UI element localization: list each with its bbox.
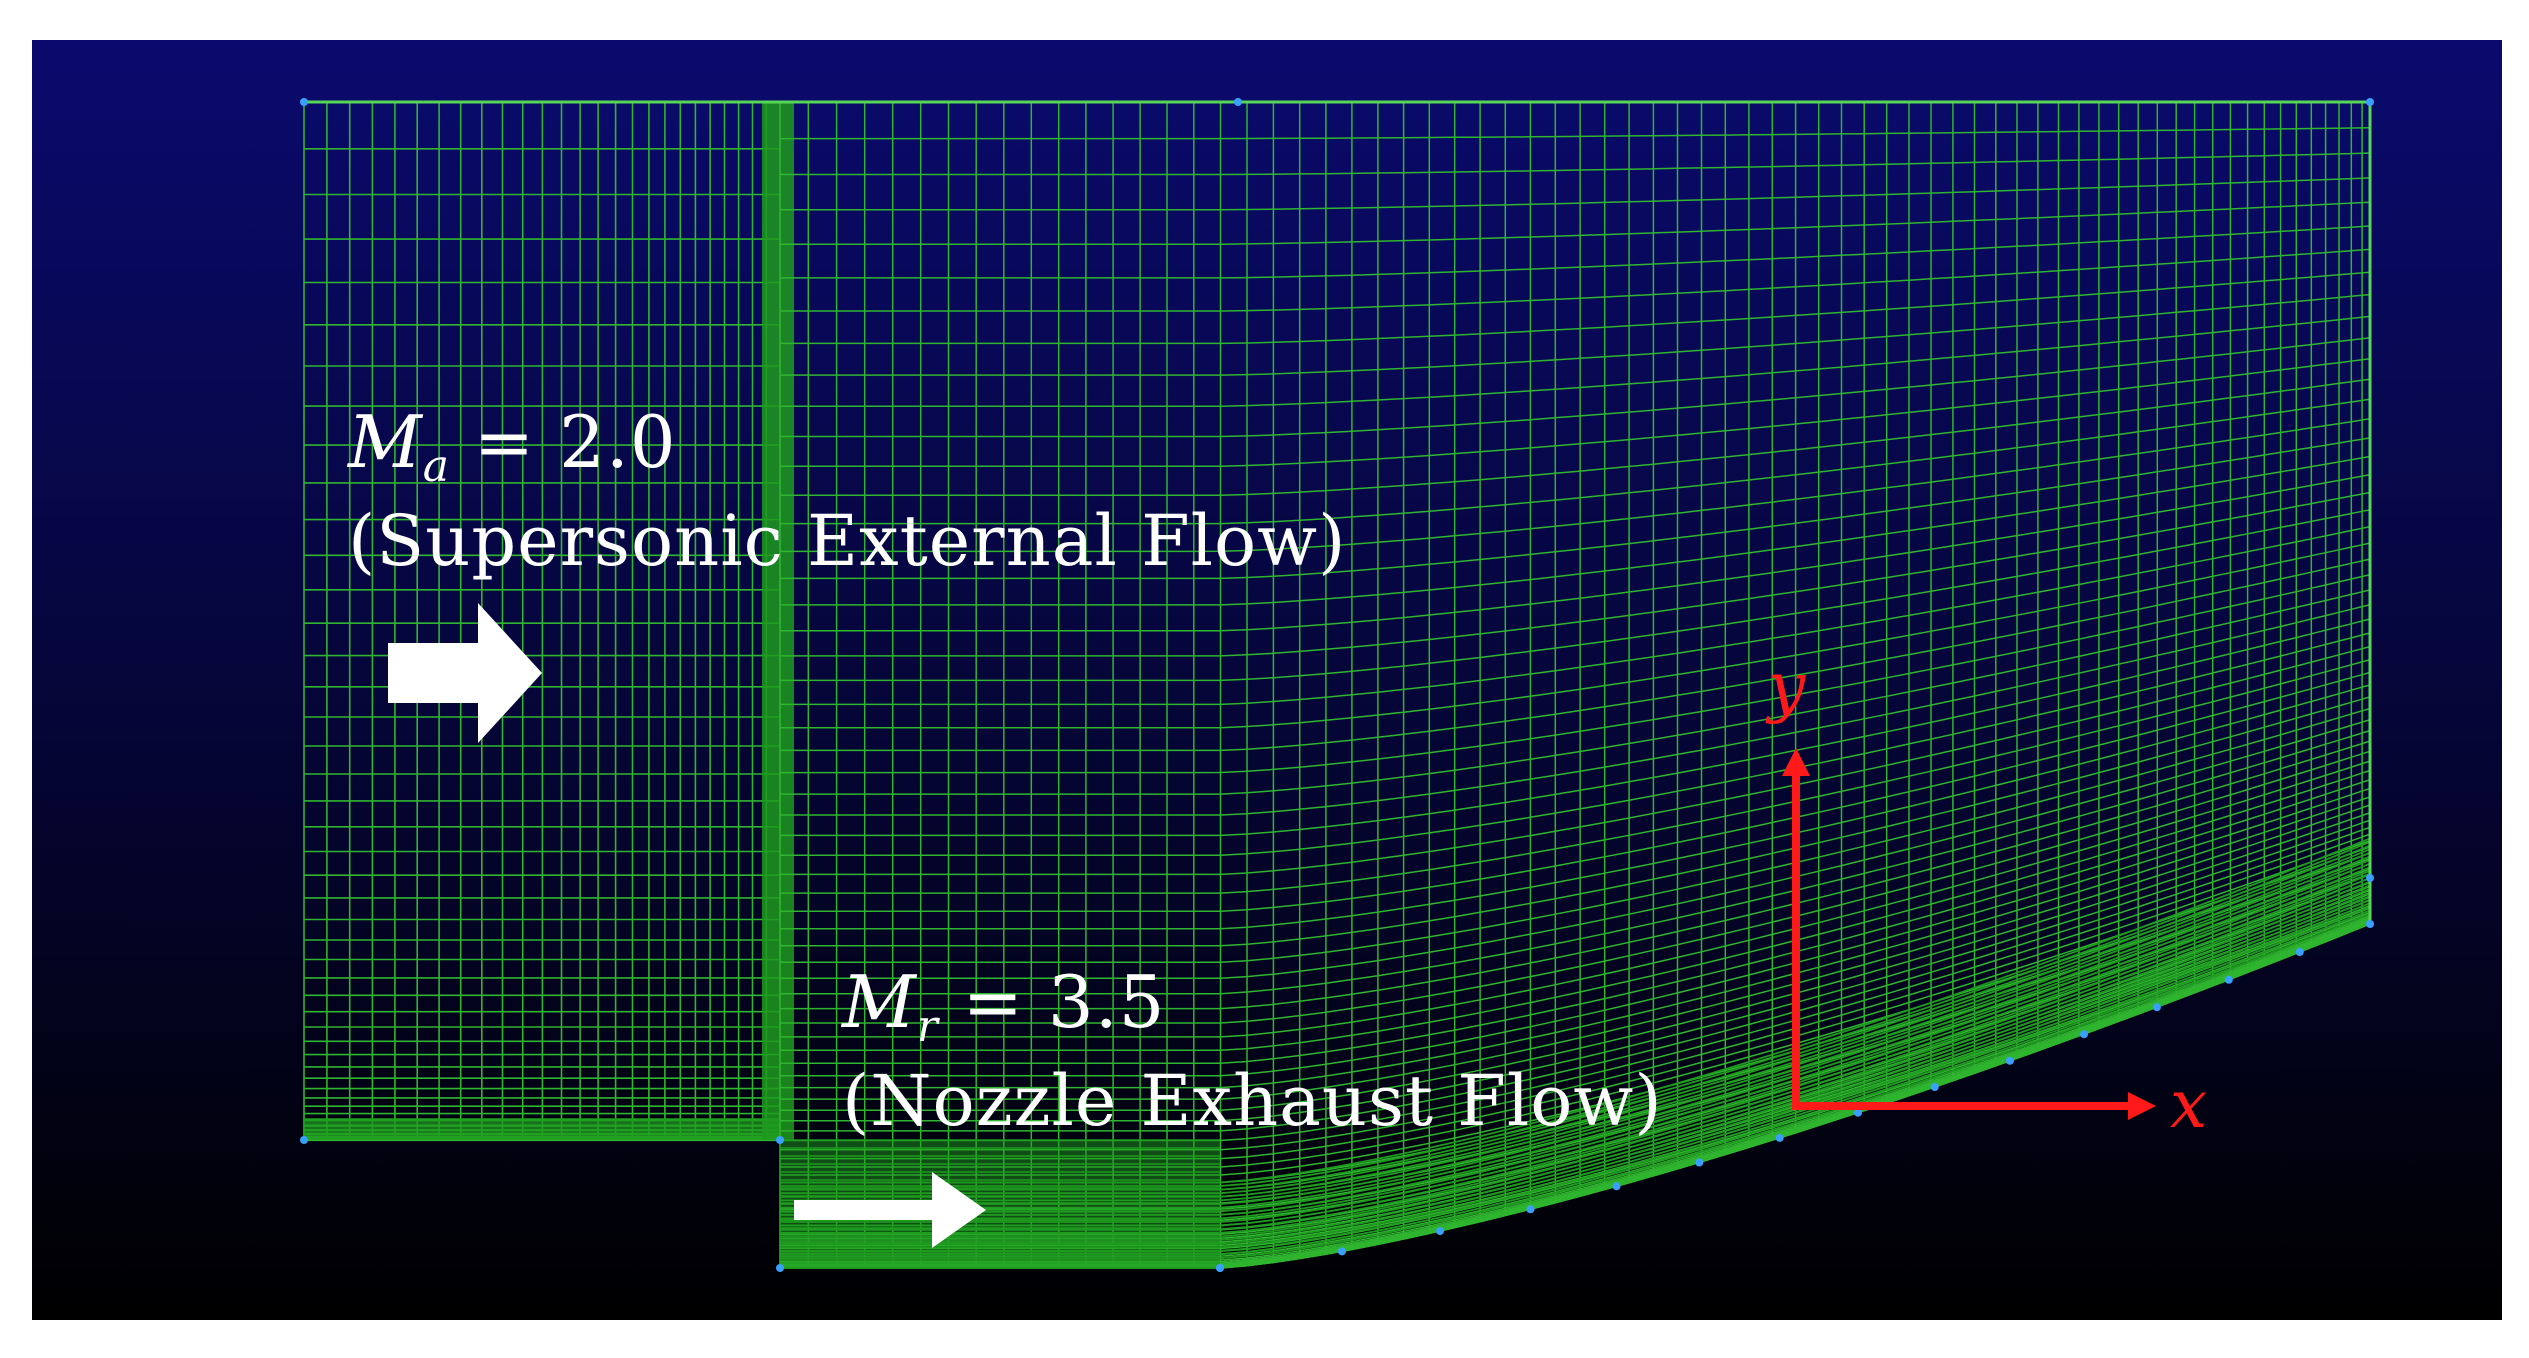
mesh-grid-lines <box>303 100 2372 1269</box>
x-axis-label: x <box>2170 1066 2208 1143</box>
exhaust-mach-subscript: r <box>916 1001 939 1052</box>
y-axis-label: y <box>1768 648 1806 725</box>
computational-mesh <box>32 40 2502 1320</box>
external-flow-mach-label: Ma = 2.0 <box>348 400 677 492</box>
cfd-mesh-figure: Ma = 2.0 (Supersonic External Flow) Mr =… <box>32 40 2502 1320</box>
exhaust-flow-description: (Nozzle Exhaust Flow) <box>842 1060 1663 1142</box>
exhaust-flow-arrow <box>794 1172 986 1248</box>
external-mach-symbol: M <box>348 400 423 484</box>
external-flow-description: (Supersonic External Flow) <box>348 500 1347 582</box>
x-axis-arrowhead <box>2128 1092 2156 1120</box>
external-flow-arrow <box>388 603 542 743</box>
mesh-boundary-nodes <box>300 98 2374 1272</box>
exhaust-mach-symbol: M <box>842 960 917 1044</box>
y-axis-arrowhead <box>1782 748 1810 776</box>
exhaust-flow-mach-label: Mr = 3.5 <box>842 960 1165 1052</box>
external-mach-subscript: a <box>422 441 450 492</box>
coordinate-axes <box>1782 748 2156 1120</box>
external-mach-value: = 2.0 <box>449 400 677 484</box>
exhaust-mach-value: = 3.5 <box>938 960 1166 1044</box>
